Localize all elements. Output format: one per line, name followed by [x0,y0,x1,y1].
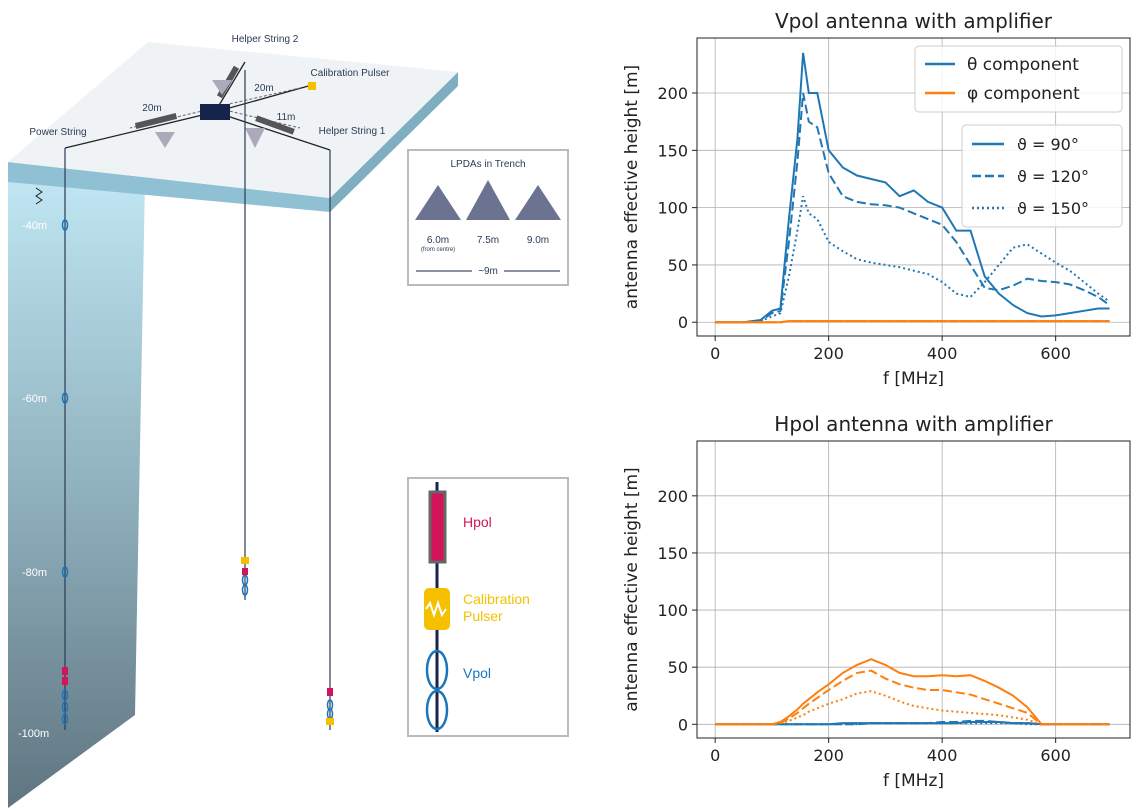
ice-side-edge [330,72,458,212]
y-axis-label: antenna effective height [m] [622,65,642,309]
data-line [715,195,1111,324]
data-line [715,690,1110,726]
chart-title: Hpol antenna with amplifier [774,412,1053,436]
zigzag-symbol [35,187,43,205]
ice-front-edge [8,162,330,212]
power-string-label: Power String [29,127,86,138]
y-axis-label: antenna effective height [m] [622,467,642,711]
pulser-label: Calibration [463,591,530,607]
distance-label: 20m [142,103,161,114]
x-tick-label: 600 [1040,344,1071,363]
legend-label: φ component [967,84,1080,104]
x-axis-label: f [MHz] [883,369,944,389]
distance-label: 20m [254,83,273,94]
chart-title: Vpol antenna with amplifier [775,9,1053,33]
ice-column [8,180,145,808]
charts: 0 200 400 600 0 50 100 150 200 Vpol antenna with … [622,9,1131,791]
data-line [715,92,1111,324]
helper-string-1-label: Helper String 1 [319,126,386,137]
y-tick-label: 50 [668,256,688,275]
station-diagram: Helper String 2 Calibration Pulser Power… [8,34,569,808]
surface-cables [64,61,331,151]
lpda-title: LPDAs in Trench [450,159,525,170]
y-tick-label: 100 [657,601,688,620]
calibration-pulser-label: Calibration Pulser [311,68,391,79]
axes-frame [696,37,1131,337]
y-tick-label: 150 [657,544,688,563]
lpda-note: (from centre) [421,247,455,253]
depth-label: -40m [22,220,47,232]
surface-pulser [308,82,316,90]
legend-label: ϑ = 90° [1017,135,1079,154]
legend-label: θ component [967,55,1079,75]
depth-label: -100m [18,728,49,740]
strings [64,70,331,730]
lpda-icons [415,180,561,220]
helper-string-2-label: Helper String 2 [232,34,299,45]
legend-box [961,124,1123,228]
vpol-icon [425,649,449,691]
depth-label: -60m [22,393,47,405]
hpol-label: Hpol [463,514,492,530]
x-tick-label: 400 [927,344,958,363]
ice-surface [8,42,458,198]
pulser-antennas [241,557,334,725]
legend-box [914,45,1123,113]
vpol-icon [425,689,449,731]
hpol-icon [428,490,447,564]
y-tick-label: 150 [657,141,688,160]
pulser-label: Pulser [463,608,503,624]
lpda-spacing: 7.5m [477,235,499,246]
hpol-antennas [62,568,333,696]
y-tick-label: 0 [678,313,688,332]
vpol-antennas [61,219,334,725]
x-axis-label: f [MHz] [883,771,944,791]
plot-area [697,441,1130,738]
lpdas [134,65,295,148]
x-tick-label: 200 [813,746,844,765]
lpda-width: ~9m [478,266,498,277]
legend-label: ϑ = 120° [1017,167,1089,186]
data-line [715,52,1110,324]
lpda-spacing: 6.0m [427,235,449,246]
y-tick-label: 200 [657,84,688,103]
lpda-spacing: 9.0m [527,235,549,246]
daq-box [200,104,230,120]
axes-frame [696,440,1131,739]
x-tick-label: 0 [710,746,720,765]
y-tick-label: 0 [678,715,688,734]
x-tick-label: 400 [927,746,958,765]
x-tick-label: 0 [710,344,720,363]
depth-label: -80m [22,567,47,579]
vpol-label: Vpol [463,665,491,681]
x-tick-label: 200 [813,344,844,363]
y-tick-label: 200 [657,487,688,506]
y-tick-label: 50 [668,658,688,677]
y-tick-label: 100 [657,199,688,218]
data-line [715,320,1110,324]
distance-label: 11m [277,112,296,123]
pulser-wave [425,599,447,619]
legend-label: ϑ = 150° [1017,199,1089,218]
x-tick-label: 600 [1040,746,1071,765]
